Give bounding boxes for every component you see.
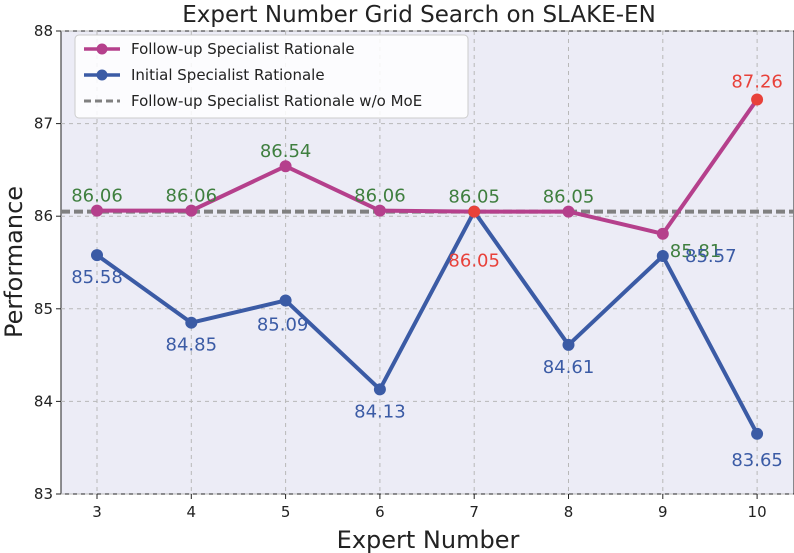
data-point-follow-up <box>373 204 386 217</box>
data-label-follow-up: 86.06 <box>354 186 406 207</box>
legend: Follow-up Specialist Rationale Initial S… <box>74 34 469 119</box>
data-label-follow-up: 86.06 <box>71 186 123 207</box>
x-axis-ticks: 3 4 5 6 7 8 9 10 <box>92 494 767 521</box>
legend-label-reference: Follow-up Specialist Rationale w/o MoE <box>131 92 422 110</box>
grid <box>61 30 794 495</box>
legend-box <box>74 34 469 119</box>
legend-label-follow-up: Follow-up Specialist Rationale <box>131 40 355 58</box>
x-axis-label: Expert Number <box>337 526 520 553</box>
series-lines <box>95 98 759 435</box>
y-axis-ticks: 83 84 85 86 87 88 <box>34 22 61 503</box>
data-point-initial <box>373 383 386 396</box>
data-point-follow-up <box>751 93 764 106</box>
x-tick-label: 10 <box>748 503 767 521</box>
data-point-follow-up <box>91 204 103 217</box>
series-points <box>91 93 764 440</box>
data-point-follow-up <box>468 205 481 218</box>
x-tick-label: 9 <box>658 503 668 521</box>
legend-label-initial: Initial Specialist Rationale <box>131 66 325 84</box>
legend-marker-follow-up <box>96 43 108 55</box>
series-line-follow-up <box>97 98 759 236</box>
data-label-initial: 85.09 <box>257 314 309 335</box>
data-label-initial: 84.85 <box>166 335 218 356</box>
data-point-initial <box>751 427 764 440</box>
data-point-initial <box>91 249 103 262</box>
y-tick-label: 83 <box>34 485 53 503</box>
data-label-follow-up: 86.06 <box>166 186 218 207</box>
x-tick-label: 3 <box>92 503 102 521</box>
data-label-initial: 85.58 <box>71 267 123 288</box>
x-tick-label: 5 <box>281 503 291 521</box>
legend-marker-initial <box>96 69 108 81</box>
data-labels: 86.06 86.06 86.54 86.06 86.05 86.05 85.81 87.26… <box>71 72 783 471</box>
data-label-follow-up: 86.05 <box>543 187 595 208</box>
y-tick-label: 87 <box>34 115 53 133</box>
chart-title: Expert Number Grid Search on SLAKE-EN <box>182 2 656 28</box>
x-tick-label: 6 <box>375 503 385 521</box>
data-point-follow-up <box>185 204 198 217</box>
data-label-initial: 85.57 <box>685 246 737 267</box>
y-tick-label: 86 <box>34 207 53 225</box>
data-label-initial: 84.13 <box>354 401 406 422</box>
y-tick-label: 84 <box>34 392 53 410</box>
y-tick-label: 88 <box>34 22 53 40</box>
data-point-initial <box>562 338 575 351</box>
data-label-initial: 84.61 <box>543 357 595 378</box>
data-point-initial <box>185 316 198 329</box>
data-point-follow-up <box>656 227 669 240</box>
data-label-follow-up: 87.26 <box>731 72 783 93</box>
data-label-initial: 86.05 <box>448 251 500 272</box>
data-label-follow-up: 85.81 <box>670 241 722 262</box>
data-point-follow-up <box>562 205 575 218</box>
data-label-initial: 83.65 <box>731 450 783 471</box>
y-tick-label: 85 <box>34 300 53 318</box>
x-tick-label: 7 <box>469 503 479 521</box>
data-point-follow-up <box>279 160 292 173</box>
x-tick-label: 4 <box>187 503 197 521</box>
data-point-initial <box>656 250 669 263</box>
data-label-follow-up: 86.54 <box>260 141 312 162</box>
data-label-follow-up: 86.05 <box>448 187 500 208</box>
x-tick-label: 8 <box>564 503 574 521</box>
data-point-initial <box>279 294 292 307</box>
series-line-initial <box>95 209 759 435</box>
y-axis-label: Performance <box>0 186 28 338</box>
